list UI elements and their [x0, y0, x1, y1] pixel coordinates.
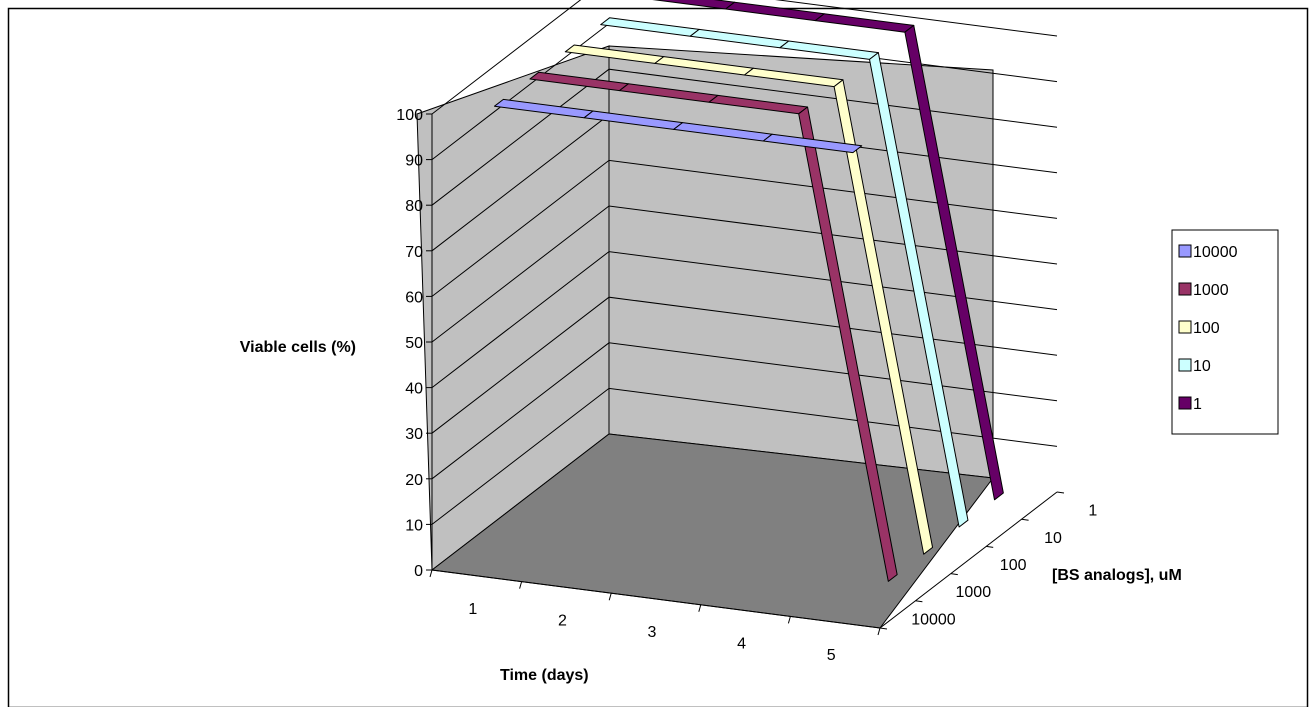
x-tick-mark [698, 604, 702, 612]
x-tick-mark [429, 569, 433, 578]
y-tick-label: 100 [396, 107, 423, 124]
x-axis-line [431, 569, 881, 629]
z-tick-label: 10000 [911, 611, 956, 628]
z-tick-mark [915, 600, 923, 603]
z-tick-label: 1000 [956, 584, 992, 601]
z-tick-label: 100 [1000, 557, 1027, 574]
series-1 [652, 0, 1004, 501]
y-axis-label: Viable cells (%) [240, 339, 356, 356]
series-segment [762, 133, 863, 154]
y-tick-label: 90 [405, 153, 423, 170]
y-tick-label: 30 [405, 426, 423, 443]
legend-label: 10000 [1193, 244, 1238, 261]
y-tick-label: 10 [405, 517, 423, 534]
y-tick-label: 70 [405, 244, 423, 261]
legend-label: 1000 [1193, 282, 1229, 299]
legend-swatch [1178, 244, 1192, 258]
z-tick-mark [879, 627, 888, 630]
y-tick-label: 0 [414, 563, 423, 580]
x-tick-mark [608, 593, 612, 601]
x-tick-label: 1 [468, 601, 477, 618]
y-tick-label: 40 [405, 381, 423, 398]
gridline [431, 342, 1058, 480]
z-tick-mark [1021, 518, 1029, 521]
x-tick-mark [877, 627, 881, 636]
y-tick-label: 60 [405, 289, 423, 306]
z-tick-label: 10 [1044, 530, 1062, 547]
legend-swatch [1178, 396, 1192, 410]
z-tick-label: 1 [1088, 503, 1097, 520]
x-tick-label: 4 [737, 636, 746, 653]
series-1000 [529, 71, 898, 582]
gridline [431, 0, 1058, 115]
x-tick-mark [787, 616, 791, 624]
z-tick-mark [986, 545, 994, 548]
legend-swatch [1178, 320, 1192, 334]
legend-swatch [1178, 358, 1192, 372]
series-segment [869, 52, 969, 528]
gridlines [431, 0, 1058, 525]
gridline [431, 159, 1058, 297]
series-segment [904, 24, 1004, 501]
series-10000 [494, 98, 863, 154]
series-segment [652, 0, 736, 10]
legend-label: 10 [1193, 358, 1211, 375]
series-10 [600, 17, 969, 528]
x-axis-label: Time (days) [500, 667, 589, 684]
legend-swatch [1178, 282, 1192, 296]
z-tick-mark [1056, 491, 1065, 494]
y-tick-label: 20 [405, 472, 423, 489]
series-segment [798, 106, 898, 582]
legend-label: 1 [1193, 396, 1202, 413]
gridline [431, 296, 1058, 434]
series-segment [833, 79, 934, 555]
x-tick-label: 2 [558, 612, 567, 629]
z-axis-line [879, 491, 1058, 629]
gridline [431, 68, 1058, 206]
x-tick-label: 5 [827, 647, 836, 664]
series-100 [564, 44, 934, 555]
x-tick-label: 3 [648, 624, 657, 641]
gridline [431, 251, 1058, 388]
x-tick-mark [519, 581, 523, 589]
z-axis-label: [BS analogs], uM [1052, 567, 1182, 584]
series-layer [494, 0, 1004, 582]
y-axis-ticks: 0 10 20 30 40 50 60 70 80 90 100 [396, 107, 432, 580]
z-tick-mark [950, 573, 958, 576]
y-tick-label: 80 [405, 198, 423, 215]
y-tick-label: 50 [405, 335, 423, 352]
legend: 10000 1000 100 10 1 [1171, 229, 1279, 435]
legend-label: 100 [1193, 320, 1220, 337]
x-axis-ticks: 1 2 3 4 5 [429, 569, 881, 664]
